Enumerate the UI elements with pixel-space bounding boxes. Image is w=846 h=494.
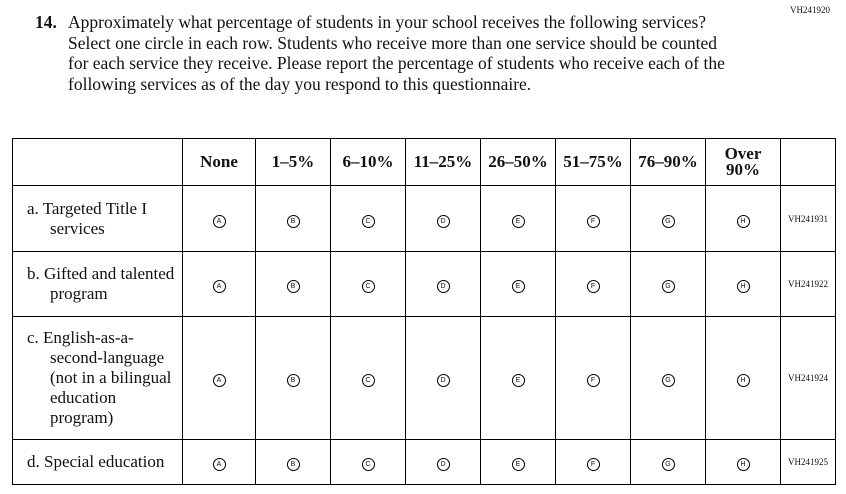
table-row: d. Special education A B C D E F G H VH241925 <box>12 439 836 485</box>
option-cell: G <box>630 185 706 252</box>
option-cell: C <box>330 439 406 485</box>
option-cell: A <box>182 251 256 317</box>
option-cell: A <box>182 185 256 252</box>
answer-bubble: B <box>286 458 300 471</box>
answer-bubble: G <box>661 280 675 293</box>
answer-bubble: C <box>361 214 375 228</box>
answer-bubble: C <box>361 374 375 387</box>
column-header: None <box>182 138 256 186</box>
option-cell: E <box>480 439 556 485</box>
option-cell: G <box>630 316 706 440</box>
option-cell: H <box>705 316 781 440</box>
answer-bubble: C <box>361 280 375 293</box>
option-cell: B <box>255 316 331 440</box>
option-cell: E <box>480 251 556 317</box>
answer-bubble: E <box>511 458 525 471</box>
option-cell: D <box>405 185 481 252</box>
answer-bubble: D <box>436 280 450 293</box>
column-header: Over 90% <box>705 138 781 186</box>
option-cell: D <box>405 439 481 485</box>
answer-bubble: A <box>212 374 226 387</box>
answer-bubble: B <box>286 214 300 228</box>
row-label: d. Special education <box>12 439 183 485</box>
option-cell: D <box>405 251 481 317</box>
row-id: VH241931 <box>780 185 836 252</box>
header-blank <box>12 138 183 186</box>
answer-bubble: F <box>586 280 600 293</box>
table-body: a. Targeted Title I services A B C D E F G H VH24… <box>12 185 836 485</box>
option-cell: A <box>182 439 256 485</box>
answer-bubble: H <box>736 458 750 471</box>
column-header: 51–75% <box>555 138 631 186</box>
answer-bubble: F <box>586 214 600 228</box>
option-cell: C <box>330 185 406 252</box>
option-cell: F <box>555 439 631 485</box>
answer-bubble: E <box>511 280 525 293</box>
table-row: b. Gifted and talented program A B C D E F G H VH… <box>12 251 836 317</box>
column-header: 26–50% <box>480 138 556 186</box>
answer-bubble: E <box>511 374 525 387</box>
answer-bubble: H <box>736 214 750 228</box>
answer-bubble: H <box>736 280 750 293</box>
question: 14. Approximately what percentage of stu… <box>35 12 735 94</box>
option-cell: D <box>405 316 481 440</box>
column-header: 76–90% <box>630 138 706 186</box>
answer-bubble: F <box>586 458 600 471</box>
answer-bubble: F <box>586 374 600 387</box>
option-cell: A <box>182 316 256 440</box>
option-cell: B <box>255 439 331 485</box>
table-row: c. English-as-a-second-language (not in … <box>12 316 836 440</box>
question-number: 14. <box>35 12 57 32</box>
option-cell: G <box>630 439 706 485</box>
option-cell: H <box>705 185 781 252</box>
option-cell: E <box>480 316 556 440</box>
answer-bubble: G <box>661 458 675 471</box>
answer-bubble: D <box>436 214 450 228</box>
answer-bubble: E <box>511 214 525 228</box>
response-table: None 1–5% 6–10% 11–25% 26–50% 51–75% 76–90% Ove… <box>12 138 836 485</box>
option-cell: F <box>555 251 631 317</box>
option-cell: B <box>255 251 331 317</box>
header-row: None 1–5% 6–10% 11–25% 26–50% 51–75% 76–90% Ove… <box>12 138 836 186</box>
option-cell: B <box>255 185 331 252</box>
answer-bubble: A <box>212 214 226 228</box>
option-cell: C <box>330 251 406 317</box>
row-label: a. Targeted Title I services <box>12 185 183 252</box>
option-cell: G <box>630 251 706 317</box>
row-label: c. English-as-a-second-language (not in … <box>12 316 183 440</box>
answer-bubble: B <box>286 374 300 387</box>
answer-bubble: G <box>661 214 675 228</box>
option-cell: F <box>555 316 631 440</box>
answer-bubble: C <box>361 458 375 471</box>
form-id: VH241920 <box>790 5 830 15</box>
row-id: VH241924 <box>780 316 836 440</box>
header-blank <box>780 138 836 186</box>
row-id: VH241925 <box>780 439 836 485</box>
answer-bubble: H <box>736 374 750 387</box>
question-text: Approximately what percentage of student… <box>68 12 725 94</box>
option-cell: H <box>705 439 781 485</box>
column-header: 1–5% <box>255 138 331 186</box>
answer-bubble: D <box>436 458 450 471</box>
row-label: b. Gifted and talented program <box>12 251 183 317</box>
answer-bubble: D <box>436 374 450 387</box>
row-id: VH241922 <box>780 251 836 317</box>
answer-bubble: A <box>212 458 226 471</box>
option-cell: C <box>330 316 406 440</box>
option-cell: H <box>705 251 781 317</box>
answer-bubble: G <box>661 374 675 387</box>
option-cell: F <box>555 185 631 252</box>
column-header: 6–10% <box>330 138 406 186</box>
answer-bubble: B <box>286 280 300 293</box>
table-row: a. Targeted Title I services A B C D E F G H VH24… <box>12 185 836 252</box>
answer-bubble: A <box>212 280 226 293</box>
column-header: 11–25% <box>405 138 481 186</box>
option-cell: E <box>480 185 556 252</box>
